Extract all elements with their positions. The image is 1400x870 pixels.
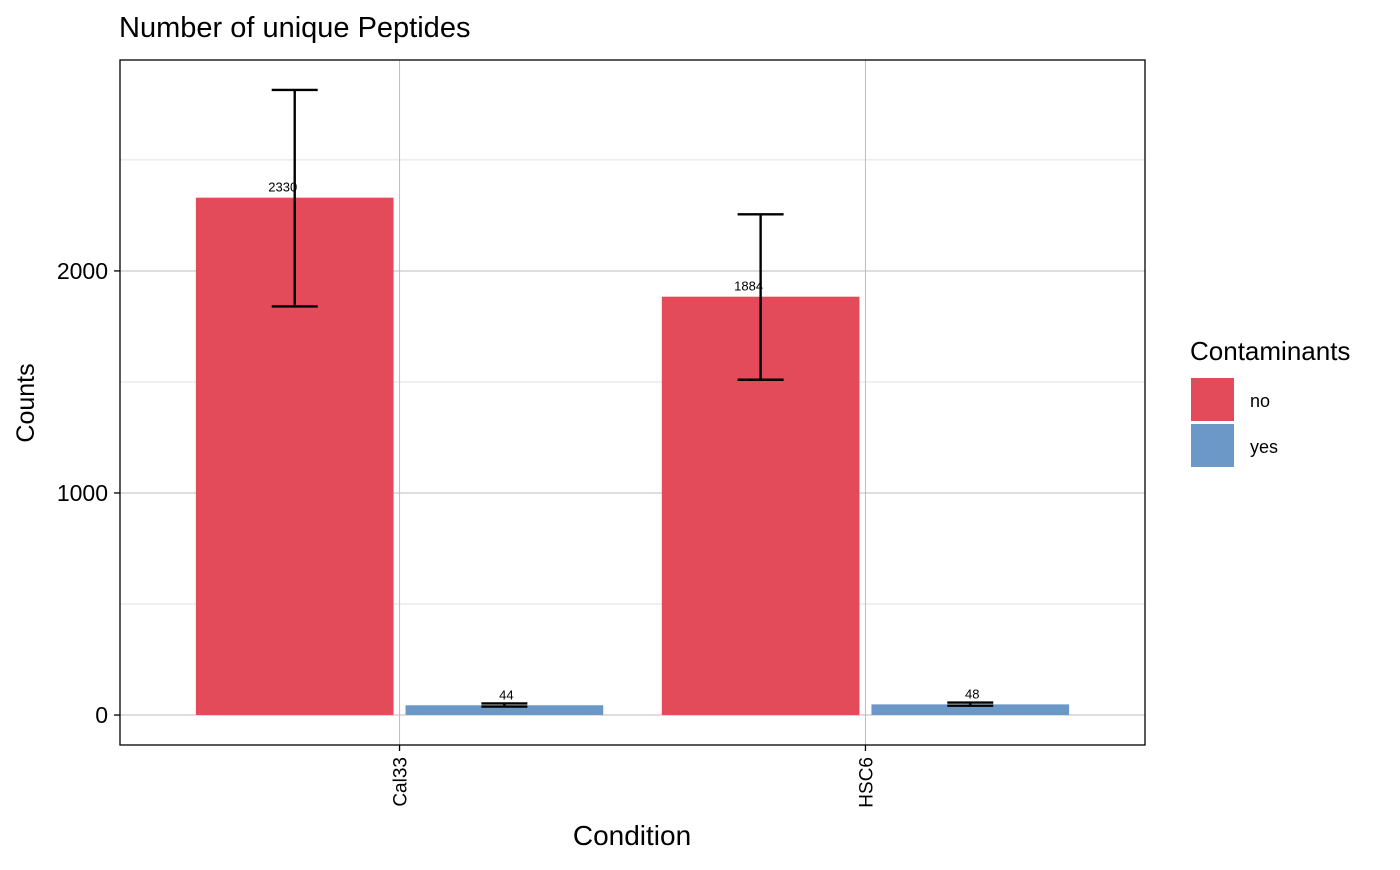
- panel-border: [119, 59, 1146, 746]
- error-bar-yes-Cal33: [481, 702, 528, 708]
- error-bars: [271, 88, 994, 708]
- legend-swatch-yes: [1191, 424, 1234, 467]
- bars: [195, 197, 1070, 716]
- value-label-yes-Cal33: 44: [499, 687, 513, 702]
- y-tick-label: 1000: [57, 480, 108, 506]
- legend: Contaminants no yes: [1190, 336, 1350, 467]
- error-bar-no-Cal33: [271, 88, 318, 308]
- x-axis-title: Condition: [573, 820, 691, 851]
- y-tick-label: 2000: [57, 258, 108, 284]
- error-bar-yes-HSC6: [947, 701, 994, 707]
- x-tick-label-HSC6: HSC6: [856, 757, 877, 808]
- value-label-yes-HSC6: 48: [965, 686, 979, 701]
- chart-title: Number of unique Peptides: [119, 12, 470, 44]
- axes: 0 1000 2000 Cal33 HSC6: [57, 59, 1146, 808]
- bar-yes-Cal33: [405, 705, 604, 716]
- x-tick-label-Cal33: Cal33: [391, 757, 412, 807]
- error-bar-no-HSC6: [737, 213, 784, 381]
- y-axis-title: Counts: [12, 363, 40, 442]
- value-label-no-HSC6: 1884: [734, 279, 763, 294]
- legend-items: no yes: [1191, 378, 1278, 467]
- legend-title: Contaminants: [1190, 336, 1350, 366]
- legend-swatch-no: [1191, 378, 1234, 421]
- legend-label-no: no: [1250, 391, 1270, 411]
- y-tick-label: 0: [95, 702, 108, 728]
- bar-yes-HSC6: [871, 704, 1070, 716]
- value-labels: 2330 1884 44 48: [268, 180, 979, 703]
- value-label-no-Cal33: 2330: [268, 180, 297, 195]
- legend-label-yes: yes: [1250, 437, 1278, 457]
